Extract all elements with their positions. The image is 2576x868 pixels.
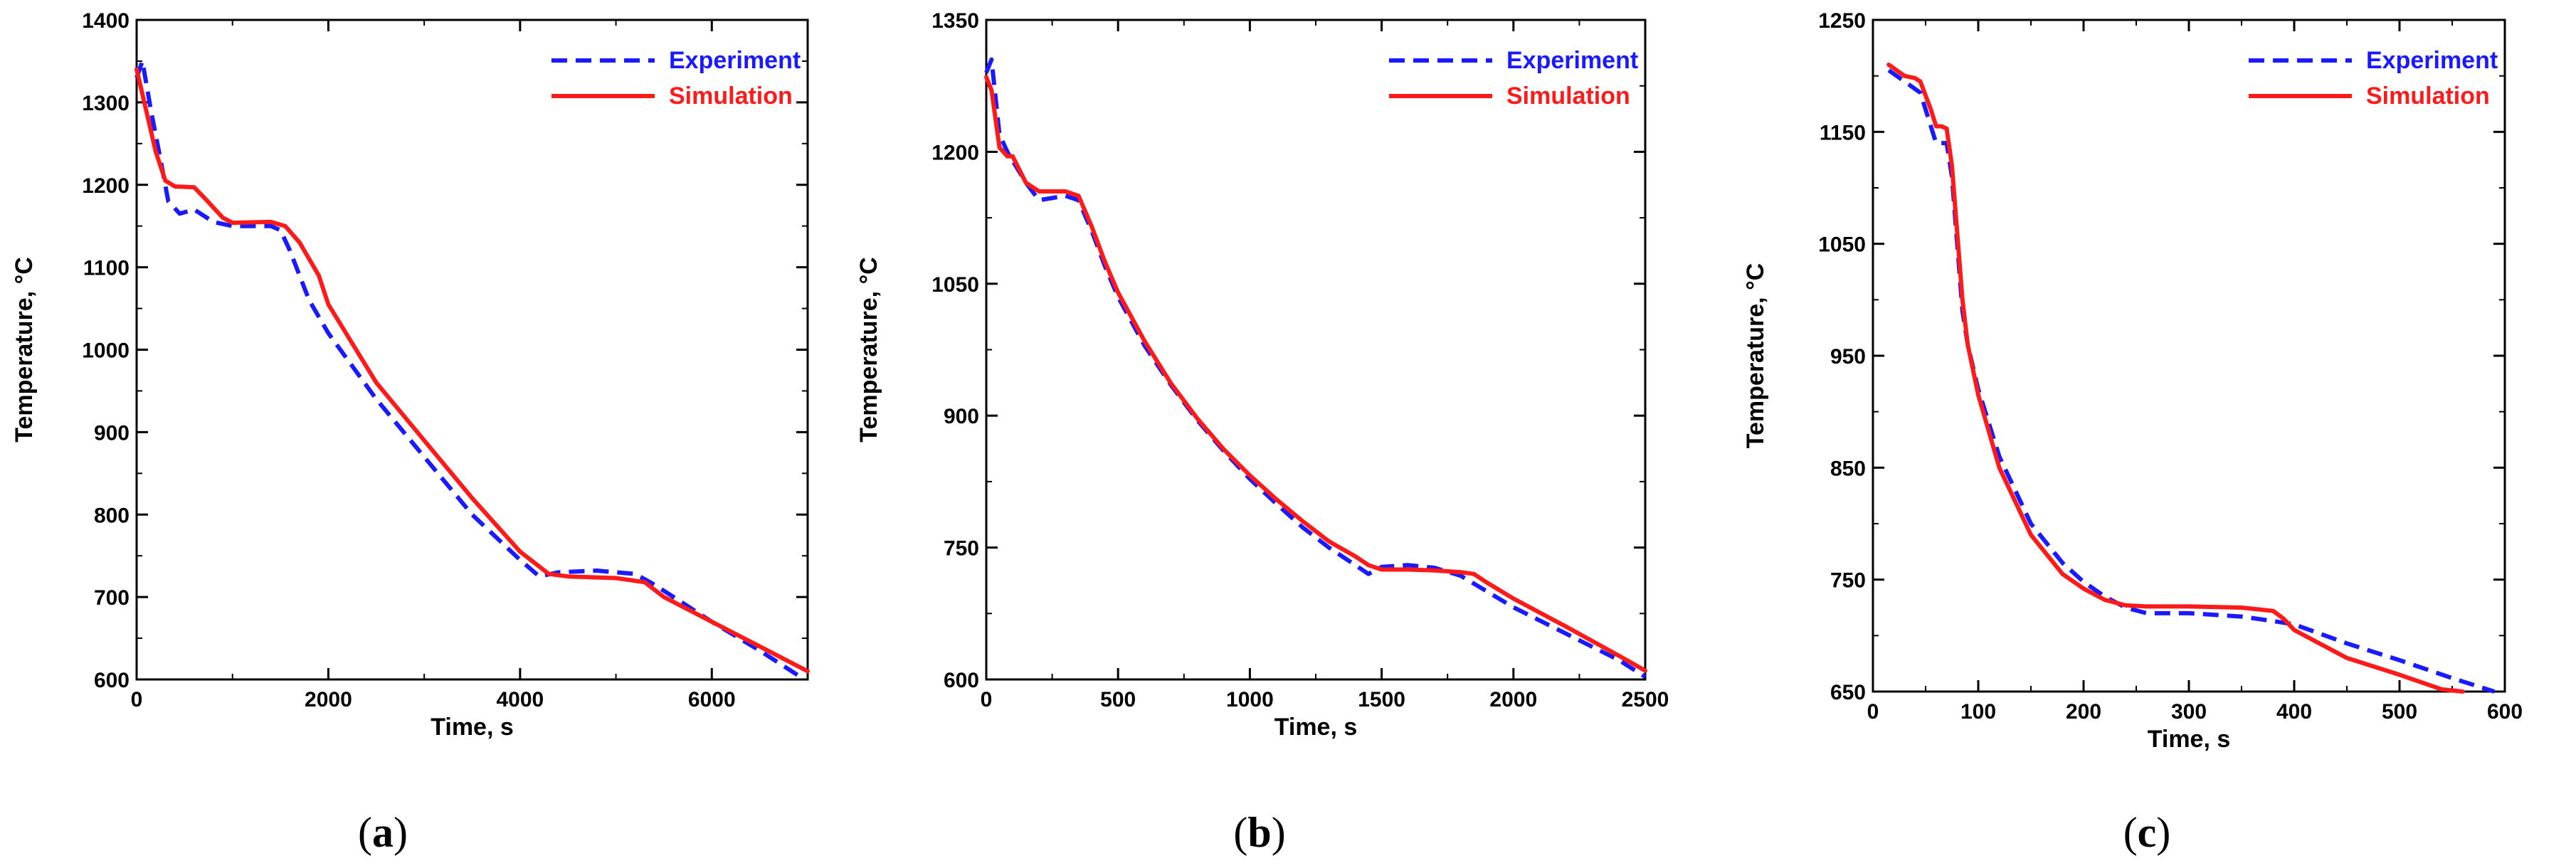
legend-label-experiment: Experiment	[2366, 47, 2498, 74]
x-tick-label: 4000	[496, 688, 544, 711]
legend-label-simulation: Simulation	[669, 83, 793, 110]
plot-frame	[985, 18, 1647, 681]
y-tick-label: 1050	[931, 273, 979, 297]
x-tick-label: 100	[1960, 700, 1996, 724]
x-tick-label: 200	[2066, 700, 2101, 724]
y-tick-label: 750	[1830, 569, 1866, 593]
x-axis-title: Time, s	[2148, 726, 2231, 753]
x-tick-label: 2000	[1489, 688, 1537, 711]
y-axis-title: Temperature, °C	[1742, 263, 1769, 448]
series-line-experiment	[1887, 68, 2496, 694]
y-tick-label: 600	[944, 669, 979, 692]
legend-label-experiment: Experiment	[1506, 47, 1638, 74]
y-tick-label: 700	[94, 586, 130, 610]
x-tick-label: 1000	[1226, 688, 1274, 711]
x-tick-label: 0	[1867, 700, 1879, 724]
x-tick-label: 500	[2382, 700, 2417, 724]
y-tick-label: 1150	[1820, 121, 1866, 144]
y-tick-label: 1300	[82, 92, 130, 115]
x-axis-title: Time, s	[431, 714, 514, 741]
x-tick-label: 2000	[305, 688, 352, 711]
x-tick-label: 600	[2487, 700, 2523, 724]
x-tick-label: 300	[2171, 700, 2207, 724]
x-tick-label: 6000	[688, 688, 736, 711]
y-tick-label: 1200	[82, 174, 130, 198]
plot-frame	[135, 18, 809, 681]
y-tick-label: 800	[94, 504, 130, 527]
legend-label-simulation: Simulation	[2366, 83, 2490, 110]
y-axis-title: Temperature, °C	[11, 257, 38, 442]
series-line-simulation	[1886, 62, 2465, 694]
chart-panel-a: 0 2000 4000 6000 600 700 800 900 1000 1100 1200 130…	[11, 9, 810, 856]
y-tick-label: 1200	[931, 141, 979, 164]
y-axis-title: Temperature, °C	[855, 257, 882, 442]
legend-label-simulation: Simulation	[1506, 83, 1630, 110]
y-tick-label: 1000	[82, 339, 130, 363]
y-tick-label: 1350	[931, 9, 979, 33]
y-tick-label: 600	[94, 669, 130, 692]
x-tick-label: 0	[981, 688, 993, 711]
series-line-simulation	[134, 67, 810, 674]
series-line-experiment	[984, 57, 1647, 679]
y-tick-label: 950	[1830, 345, 1866, 369]
series-line-simulation	[984, 75, 1647, 673]
panel-label-c: (c)	[2123, 809, 2171, 856]
x-tick-label: 500	[1100, 688, 1136, 711]
y-tick-label: 900	[944, 405, 979, 428]
legend-label-experiment: Experiment	[669, 47, 801, 74]
x-tick-label: 2500	[1622, 688, 1669, 711]
y-tick-label: 1050	[1818, 233, 1866, 257]
y-tick-label: 1100	[83, 257, 130, 280]
panel-label-b: (b)	[1233, 809, 1285, 856]
x-axis-title: Time, s	[1274, 714, 1358, 741]
y-tick-label: 650	[1830, 681, 1866, 704]
x-tick-label: 1500	[1358, 688, 1405, 711]
chart-panel-b: 0 500 1000 1500 2000 2500 600 750 900 1050 1200 135…	[855, 9, 1669, 856]
y-tick-label: 1400	[82, 9, 130, 33]
y-tick-label: 750	[944, 537, 979, 561]
plot-frame	[1872, 18, 2506, 693]
y-tick-label: 850	[1830, 457, 1866, 480]
y-tick-label: 1250	[1818, 9, 1866, 33]
x-tick-label: 0	[131, 688, 143, 711]
chart-panel-c: 0 100 200 300 400 500 600 650 750 850 950 1050 1150 1…	[1742, 9, 2523, 856]
y-tick-label: 900	[94, 421, 130, 445]
series-line-experiment	[134, 58, 800, 677]
panel-label-a: (a)	[358, 809, 408, 856]
x-tick-label: 400	[2276, 700, 2312, 724]
